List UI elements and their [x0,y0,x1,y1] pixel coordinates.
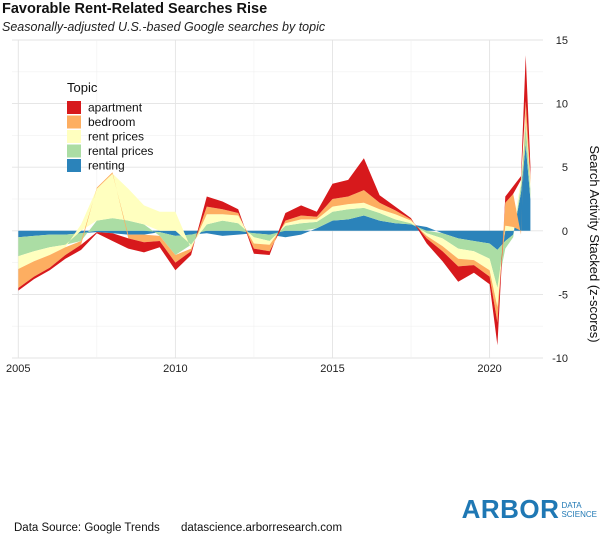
y-axis-label: Search Activity Stacked (z-scores) [587,145,602,342]
x-tick-label: 2010 [163,363,187,375]
x-tick-label: 2015 [320,363,344,375]
legend-title: Topic [67,80,98,95]
legend-label-renting: renting [88,159,125,173]
x-tick-label: 2005 [6,363,30,375]
y-tick-label: 15 [556,35,568,47]
series-areas [18,55,531,346]
x-tick-label: 2020 [477,363,501,375]
chart-title: Favorable Rent-Related Searches Rise [2,1,268,17]
brand-sub-line1: DATA [561,501,582,510]
legend-swatch-renting [67,159,81,172]
y-tick-label: -10 [552,353,568,365]
brand-logo: ARBOR DATA SCIENCE [462,496,597,522]
legend-label-apartment: apartment [88,101,143,115]
series-area-rent-prices [18,116,531,308]
legend-swatch-bedroom [67,115,81,129]
legend-label-rental-prices: rental prices [88,144,153,158]
series-area-renting [18,144,531,250]
legend-label-bedroom: bedroom [88,115,135,129]
chart-subtitle: Seasonally-adjusted U.S.-based Google se… [2,20,326,34]
brand-sub-line2: SCIENCE [561,510,597,519]
website-label: datascience.arborresearch.com [180,522,343,534]
y-tick-label: 10 [556,99,568,111]
brand-name: ARBOR [461,494,560,524]
data-source-label: Data Source: Google Trends [14,522,160,534]
legend-swatch-rent-prices [67,130,81,143]
y-axis: -10 -5 0 5 10 15 [552,35,568,365]
y-tick-label: -5 [558,289,568,301]
y-tick-label: 0 [562,226,568,238]
legend-swatch-rental-prices [67,144,81,158]
y-tick-label: 5 [562,162,568,174]
brand-subtitle: DATA SCIENCE [561,501,597,519]
legend-swatch-apartment [67,101,81,114]
x-axis: 2005 2010 2015 2020 [6,363,502,375]
footer: Data Source: Google Trends datascience.a… [14,522,360,534]
legend-label-rent-prices: rent prices [88,130,144,144]
